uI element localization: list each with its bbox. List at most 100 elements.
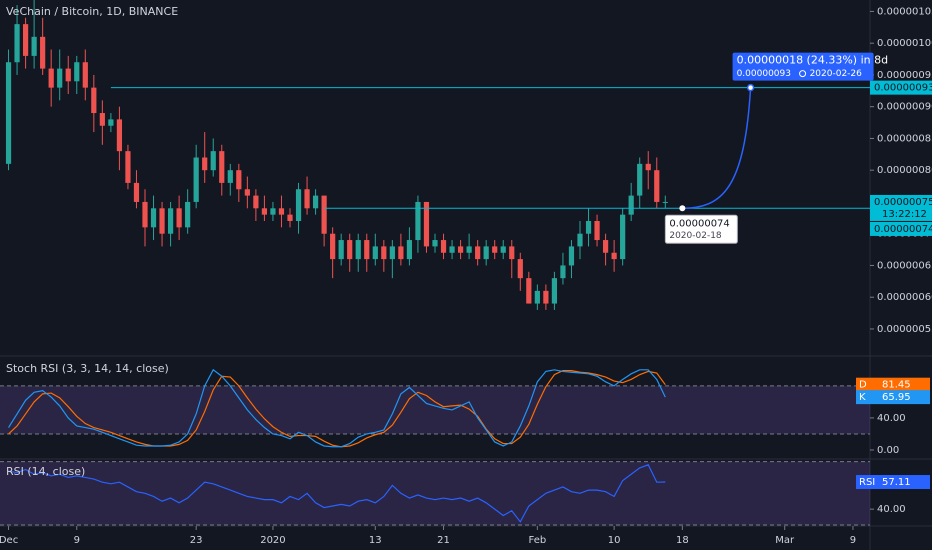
candle-body bbox=[287, 214, 293, 222]
x-tick-label: 9 bbox=[74, 535, 80, 546]
candle-body bbox=[492, 246, 498, 253]
level-tag-label: 0.00000074 bbox=[874, 224, 932, 235]
level-tag bbox=[870, 221, 932, 236]
candle-body bbox=[57, 68, 63, 88]
candle-body bbox=[125, 151, 131, 183]
candle-body bbox=[278, 208, 285, 215]
candle-body bbox=[185, 201, 191, 228]
y-tick-label: 0.00000090 bbox=[877, 102, 932, 113]
x-tick-label: 18 bbox=[676, 535, 689, 546]
candle-body bbox=[253, 195, 259, 209]
candle-body bbox=[560, 265, 566, 279]
projection-target-date: 2020-02-26 bbox=[810, 69, 863, 79]
candle-body bbox=[150, 208, 157, 228]
candle-body bbox=[432, 240, 438, 247]
candle-body bbox=[628, 195, 634, 215]
y-tick-label: 0.00000055 bbox=[877, 324, 932, 335]
candle-body bbox=[244, 189, 250, 196]
y-tick-label: 0.00000080 bbox=[877, 165, 932, 176]
candle-body bbox=[389, 246, 395, 260]
candle-body bbox=[449, 246, 455, 253]
projection-target-price: 0.00000093 bbox=[737, 69, 791, 79]
candle-body bbox=[398, 246, 404, 260]
candle-body bbox=[500, 246, 506, 253]
candle-body bbox=[133, 182, 140, 202]
value-tag bbox=[856, 377, 930, 392]
level-tag-label: 0.00000093 bbox=[874, 83, 932, 94]
candle-body bbox=[543, 290, 549, 304]
candle-body bbox=[312, 195, 319, 209]
candle-body bbox=[594, 221, 600, 241]
candle-body bbox=[193, 157, 199, 202]
clock-icon bbox=[799, 70, 807, 78]
candle-body bbox=[577, 233, 583, 247]
candle-body bbox=[99, 113, 105, 126]
y-tick-label: 0.00000100 bbox=[877, 38, 932, 49]
candle-body bbox=[330, 233, 336, 260]
candle-body bbox=[517, 259, 523, 279]
y-tick-label: 40.00 bbox=[877, 504, 906, 515]
candle-body bbox=[108, 119, 114, 126]
candle-body bbox=[551, 278, 558, 304]
value-tag bbox=[856, 475, 930, 490]
candle-body bbox=[321, 195, 327, 234]
last-price-tag bbox=[870, 194, 932, 221]
band bbox=[0, 385, 870, 434]
candle-body bbox=[654, 170, 660, 202]
series-line bbox=[8, 368, 666, 448]
start-label-box bbox=[664, 214, 738, 244]
candle-body bbox=[415, 201, 421, 241]
panel-title: Stoch RSI (3, 3, 14, 14, close) bbox=[6, 362, 169, 375]
projection-end bbox=[746, 83, 755, 92]
candle-body bbox=[74, 62, 80, 82]
candle-body bbox=[236, 170, 242, 190]
countdown: 13:22:12 bbox=[882, 209, 927, 220]
candle-body bbox=[227, 170, 233, 183]
y-tick-label: 0.00 bbox=[877, 445, 899, 456]
candle-body bbox=[364, 240, 370, 260]
x-tick-label: Mar bbox=[775, 535, 795, 546]
candle-body bbox=[372, 246, 378, 260]
candle-body bbox=[116, 119, 123, 152]
x-tick-label: 2020 bbox=[260, 535, 285, 546]
y-tick-label: 0.00000065 bbox=[877, 260, 932, 271]
projection-start bbox=[679, 205, 686, 212]
candle-body bbox=[14, 24, 20, 63]
x-tick-label: 10 bbox=[608, 535, 621, 546]
candle-body bbox=[261, 208, 268, 215]
candle-body bbox=[304, 189, 310, 209]
series-line bbox=[8, 370, 666, 448]
candle-body bbox=[381, 246, 387, 260]
y-tick-label: 0.00000095 bbox=[877, 70, 932, 81]
level-tag bbox=[870, 80, 932, 95]
candle-body bbox=[637, 163, 643, 196]
candle-body bbox=[585, 221, 592, 234]
candle-body bbox=[457, 246, 464, 253]
candle-body bbox=[645, 163, 651, 171]
x-tick-label: 9 bbox=[850, 535, 856, 546]
chart-title: VeChain / Bitcoin, 1D, BINANCE bbox=[6, 5, 178, 18]
x-tick-label: 21 bbox=[437, 535, 450, 546]
candle-body bbox=[347, 240, 353, 260]
x-tick-label: 23 bbox=[190, 535, 203, 546]
candle-body bbox=[338, 240, 344, 260]
candle-body bbox=[31, 36, 37, 56]
value-tag-value: 81.45 bbox=[882, 380, 911, 391]
candle-body bbox=[423, 201, 430, 247]
candle-body bbox=[270, 208, 276, 215]
start-price-label: 0.00000074 bbox=[669, 218, 729, 229]
y-tick-label: 0.00000085 bbox=[877, 133, 932, 144]
candle-body bbox=[82, 62, 88, 88]
candle-body bbox=[5, 62, 12, 164]
candle-body bbox=[22, 24, 29, 56]
candle-body bbox=[466, 246, 472, 253]
candle-body bbox=[65, 68, 71, 82]
candle-body bbox=[295, 189, 302, 222]
candle-body bbox=[526, 278, 532, 304]
candle-body bbox=[48, 68, 54, 88]
x-tick-label: Dec bbox=[0, 535, 18, 546]
y-tick-label: 0.00000105 bbox=[877, 6, 932, 17]
x-tick-label: Feb bbox=[528, 535, 546, 546]
